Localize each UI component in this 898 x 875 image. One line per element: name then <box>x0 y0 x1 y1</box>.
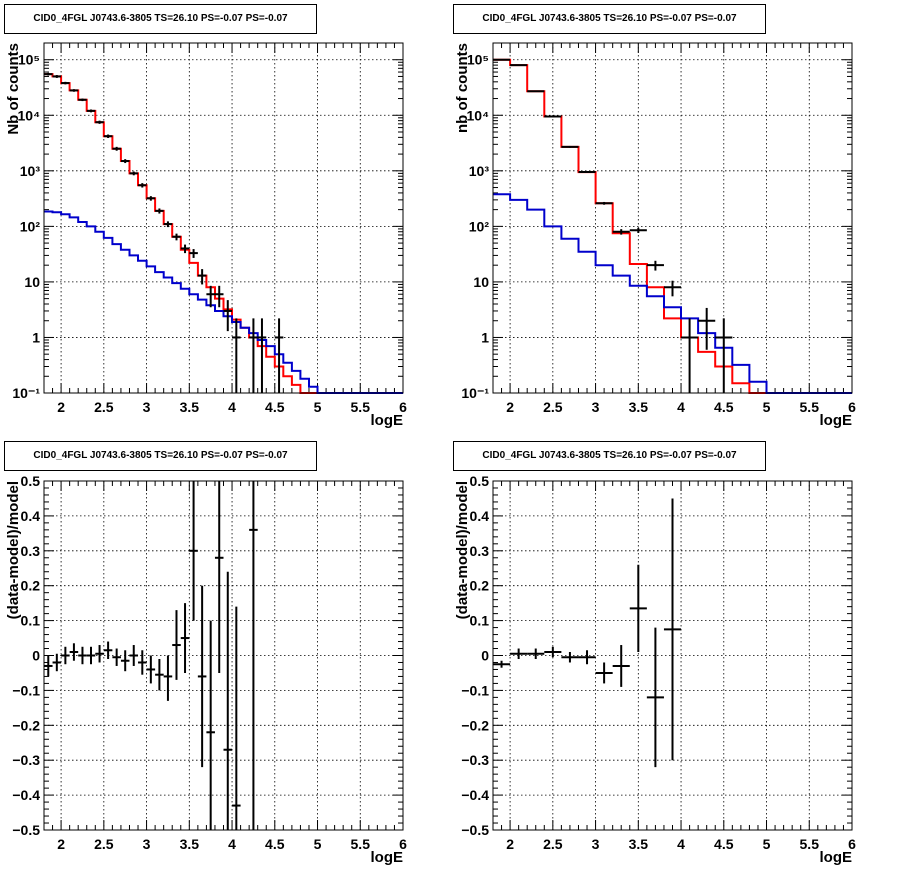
p0-y-tick-label-2: 10 <box>24 274 40 290</box>
p3-x-tick-label-2: 3 <box>592 836 600 852</box>
p2-y-tick-label-2: −0.3 <box>12 752 40 768</box>
p2-x-tick-label-3: 3.5 <box>180 836 200 852</box>
p3-y-tick-label-1: −0.4 <box>461 787 489 803</box>
p3-x-tick-label-5: 4.5 <box>714 836 734 852</box>
p3-y-tick-label-9: 0.4 <box>470 508 490 524</box>
p3-x-tick-label-4: 4 <box>677 836 685 852</box>
p3-y-tick-label-10: 0.5 <box>470 473 490 489</box>
p1-x-tick-label-1: 2.5 <box>543 399 563 415</box>
p2-y-tick-label-3: −0.2 <box>12 717 40 733</box>
p1-y-tick-label-6: 10⁵ <box>467 52 489 68</box>
p3-x-tick-label-7: 5.5 <box>800 836 820 852</box>
p3-y-tick-label-5: 0 <box>481 648 489 664</box>
p0-x-tick-label-3: 3.5 <box>180 399 200 415</box>
p2-y-tick-label-10: 0.5 <box>21 473 41 489</box>
p0-y-tick-label-3: 10² <box>20 218 41 234</box>
p2-y-tick-label-5: 0 <box>32 648 40 664</box>
p1-x-tick-label-5: 4.5 <box>714 399 734 415</box>
p1-x-axis-title: logE <box>820 412 853 429</box>
p0-x-tick-label-4: 4 <box>228 399 236 415</box>
p1-y-tick-label-5: 10⁴ <box>467 107 490 123</box>
p1-x-tick-label-8: 6 <box>848 399 856 415</box>
p3-x-tick-label-3: 3.5 <box>629 836 649 852</box>
p3-plot-frame <box>492 480 853 831</box>
p3-y-axis-title: (data-model)/model <box>454 481 471 619</box>
p1-x-tick-label-7: 5.5 <box>800 399 820 415</box>
plot-title-bottom-right: CID0_4FGL J0743.6-3805 TS=26.10 PS=-0.07… <box>453 441 766 471</box>
plot-title-bottom-left: CID0_4FGL J0743.6-3805 TS=26.10 PS=-0.07… <box>4 441 317 471</box>
plot-title-top-left: CID0_4FGL J0743.6-3805 TS=26.10 PS=-0.07… <box>4 4 317 34</box>
p0-y-tick-label-1: 1 <box>32 329 40 345</box>
p0-x-axis-title: logE <box>371 412 404 429</box>
p3-x-axis-title: logE <box>820 849 853 866</box>
p0-x-tick-label-7: 5.5 <box>351 399 371 415</box>
p1-x-tick-label-2: 3 <box>592 399 600 415</box>
p2-y-axis-title: (data-model)/model <box>5 481 22 619</box>
p1-x-tick-label-4: 4 <box>677 399 685 415</box>
p2-x-tick-label-1: 2.5 <box>94 836 114 852</box>
p1-x-tick-label-0: 2 <box>506 399 514 415</box>
p1-y-tick-label-3: 10² <box>469 218 490 234</box>
p0-plot-frame <box>43 42 404 394</box>
p2-x-axis-title: logE <box>371 849 404 866</box>
p3-y-tick-label-0: −0.5 <box>461 822 489 838</box>
p0-x-tick-label-5: 4.5 <box>265 399 285 415</box>
p3-y-tick-label-4: −0.1 <box>461 682 489 698</box>
p2-y-tick-label-1: −0.4 <box>12 787 40 803</box>
p3-y-tick-label-7: 0.2 <box>470 578 490 594</box>
p2-plot-frame <box>43 480 404 831</box>
p0-x-tick-label-2: 3 <box>143 399 151 415</box>
p0-background-model-histogram <box>44 210 403 394</box>
p1-x-tick-label-3: 3.5 <box>629 399 649 415</box>
p2-x-tick-label-6: 5 <box>314 836 322 852</box>
p0-y-tick-label-5: 10⁴ <box>18 107 41 123</box>
p1-y-tick-label-0: 10⁻¹ <box>461 385 489 401</box>
p2-y-tick-label-0: −0.5 <box>12 822 40 838</box>
p0-y-tick-label-6: 10⁵ <box>18 52 40 68</box>
p2-x-tick-label-0: 2 <box>57 836 65 852</box>
p2-y-tick-label-6: 0.1 <box>21 613 41 629</box>
p1-y-tick-label-1: 1 <box>481 329 489 345</box>
p0-x-tick-label-8: 6 <box>399 399 407 415</box>
p3-x-tick-label-6: 5 <box>763 836 771 852</box>
p2-y-tick-label-7: 0.2 <box>21 578 41 594</box>
p2-y-tick-label-8: 0.3 <box>21 543 41 559</box>
p0-x-tick-label-1: 2.5 <box>94 399 114 415</box>
p3-y-tick-label-6: 0.1 <box>470 613 490 629</box>
p2-y-tick-label-9: 0.4 <box>21 508 41 524</box>
p2-x-tick-label-5: 4.5 <box>265 836 285 852</box>
p1-y-tick-label-4: 10³ <box>469 163 490 179</box>
p1-x-tick-label-6: 5 <box>763 399 771 415</box>
p0-x-tick-label-6: 5 <box>314 399 322 415</box>
p3-y-tick-label-2: −0.3 <box>461 752 489 768</box>
p2-x-tick-label-4: 4 <box>228 836 236 852</box>
p1-plot-frame <box>492 42 853 394</box>
p2-y-tick-label-4: −0.1 <box>12 682 40 698</box>
p2-x-tick-label-2: 3 <box>143 836 151 852</box>
p1-y-axis-title: nb of counts <box>454 43 471 133</box>
p0-x-tick-label-0: 2 <box>57 399 65 415</box>
p0-y-axis-title: Nb of counts <box>5 43 22 135</box>
p0-y-tick-label-4: 10³ <box>20 163 41 179</box>
plot-title-top-right: CID0_4FGL J0743.6-3805 TS=26.10 PS=-0.07… <box>453 4 766 34</box>
p3-y-tick-label-8: 0.3 <box>470 543 490 559</box>
p2-x-tick-label-7: 5.5 <box>351 836 371 852</box>
p2-x-tick-label-8: 6 <box>399 836 407 852</box>
p0-y-tick-label-0: 10⁻¹ <box>12 385 40 401</box>
p3-x-tick-label-1: 2.5 <box>543 836 563 852</box>
p3-x-tick-label-0: 2 <box>506 836 514 852</box>
p3-y-tick-label-3: −0.2 <box>461 717 489 733</box>
p1-y-tick-label-2: 10 <box>473 274 489 290</box>
p3-x-tick-label-8: 6 <box>848 836 856 852</box>
p1-background-model-histogram <box>493 193 852 394</box>
